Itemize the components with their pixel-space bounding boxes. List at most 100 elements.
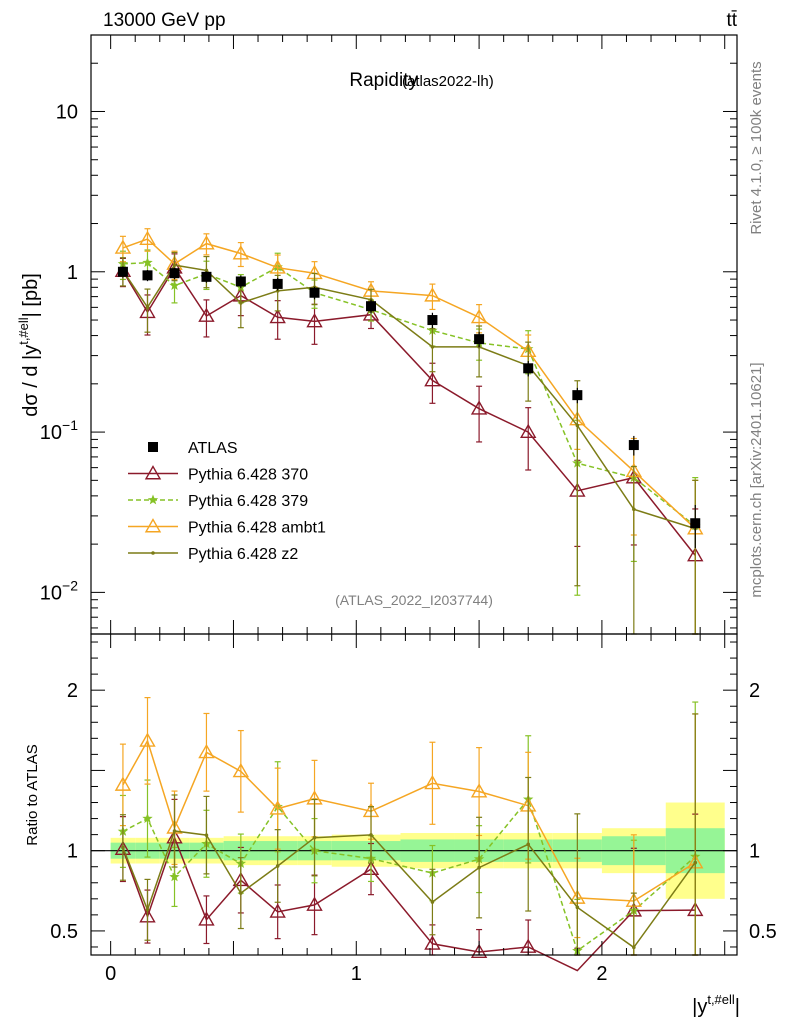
series-4-ratio-point [575,905,580,910]
series-4-point [172,263,177,267]
series-3-point [198,235,215,250]
series-1-ratio-point [269,903,286,918]
series-4-line [122,264,696,530]
series-1-line [122,266,696,556]
rivet-label: Rivet 4.1.0, ≥ 100k events [748,61,765,234]
series-3-point [424,287,441,302]
series-4-ratio-point [204,833,209,837]
legend-entry: ATLAS [148,440,238,457]
series-4-ratio-point [312,835,317,840]
x-axis-label-main: |y [692,996,707,1018]
series-3-ratio-point [139,732,156,747]
series-1-point [306,313,323,328]
atlas-point [309,287,320,298]
series-3-line [122,238,696,530]
atlas-point [474,334,485,345]
series-4-main [119,251,699,635]
series-4-ratio [119,713,699,956]
series-3-point [232,245,250,260]
atlas-point [572,390,583,401]
legend-entry: Pythia 6.428 379 [128,493,308,510]
series-1-point [424,372,441,387]
x-tick-label: 1 [351,963,362,985]
axis-ticks [91,34,737,955]
legend: ATLAS Pythia 6.428 370 Pythia 6.428 379 Pyt… [128,440,326,563]
y-axis-label-sup: t,#ell [16,317,31,345]
atlas-point [427,315,438,326]
atlas-point [117,266,128,277]
legend-label: Pythia 6.428 z2 [188,546,298,563]
ratio-panel-series [114,697,704,972]
series-1-ratio-point [306,896,323,911]
series-3-point [139,230,156,246]
series-1-point [520,423,537,439]
series-3-ratio-point [470,783,488,798]
chart-title: Rapidity [349,70,418,91]
ratio-axis-label: Ratio to ATLAS [24,744,41,845]
series-4-point [575,423,580,428]
axis-tick-labels: 10 1 10−1 10−2 2 2 1 1 0.5 0.5 0 1 2 [40,101,777,985]
atlas-point [628,440,639,451]
atlas-point [169,268,180,279]
x-axis-label-tail: | [735,996,740,1018]
legend-entry: Pythia 6.428 ambt1 [128,518,326,537]
series-4-point [275,289,280,293]
ratio-panel-frame [90,633,738,956]
chart-subtitle: (atlas2022-lh) [402,73,494,90]
energy-label: 13000 GeV pp [103,10,226,31]
panel-frames [90,34,738,956]
legend-marker [144,518,162,533]
x-tick-label: 2 [596,963,607,985]
main-panel-frame [90,34,738,635]
main-panel-series [114,228,704,635]
series-1-ratio-point [198,911,215,926]
series-4-ratio-point [693,860,698,865]
process-label: tt̄ [726,10,737,31]
mcplots-label: mcplots.cern.ch [arXiv:2401.10621] [748,362,765,597]
series-4-point [204,268,209,273]
series-1-ratio-point [470,943,488,958]
series-4-ratio-point [430,900,435,904]
series-4-point [145,305,150,310]
series-4-ratio-point [369,833,373,837]
main-y-tick-label: 10−2 [40,577,78,604]
atlas-point [690,518,701,529]
legend-label: Pythia 6.428 370 [188,467,308,484]
series-4-ratio-point [172,829,177,833]
y-axis-label-main: dσ / d |y [20,345,42,417]
series-4-ratio-point [239,891,243,895]
series-4-ratio-point [632,945,636,950]
series-2-point [142,257,153,268]
series-3-ratio-point [232,762,250,778]
legend-entry: Pythia 6.428 z2 [128,546,298,563]
series-3-ratio-point [269,800,286,815]
series-4-ratio-point [275,864,280,868]
series-4-point [239,301,243,305]
atlas-point [366,301,377,312]
series-2-ratio-point [169,871,180,882]
series-4-ratio-line [122,830,696,949]
series-2-line [122,261,696,527]
ratio-y-tick-label-left: 1 [67,841,78,863]
ratio-y-tick-label-right: 0.5 [749,921,777,943]
series-1-ratio-line [122,835,696,972]
legend-label: Pythia 6.428 ambt1 [188,520,326,537]
series-1-ratio-point [424,935,441,950]
series-4-point [632,507,636,512]
ratio-y-tick-label-right: 2 [749,680,760,702]
series-3-ratio-line [122,739,696,902]
series-3-ratio-point [114,776,132,791]
series-2-ratio-point [142,813,153,823]
series-1-point [269,308,286,324]
series-1-point [470,400,488,415]
series-4-ratio-point [121,845,125,850]
series-3-point [470,308,488,324]
x-tick-label: 0 [105,963,116,985]
series-4-ratio-point [477,865,481,870]
x-axis-label-sup: t,#ell [707,992,735,1007]
legend-marker [148,442,158,452]
series-3-main [114,228,704,635]
series-3-ratio-point [198,743,215,759]
series-3-ratio-point [424,774,441,790]
